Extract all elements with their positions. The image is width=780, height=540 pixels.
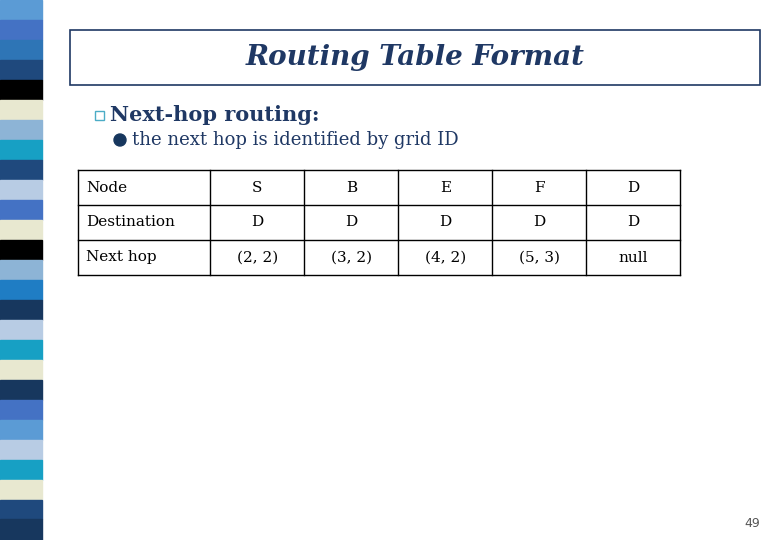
Text: D: D	[251, 215, 264, 230]
Bar	[0, 0, 42, 20]
Text: D: D	[627, 180, 639, 194]
Bar	[0, 160, 42, 180]
Bar	[0, 460, 42, 480]
Bar	[0, 480, 42, 500]
Bar	[0, 200, 42, 220]
Text: (4, 2): (4, 2)	[424, 251, 466, 265]
Bar	[0, 300, 42, 320]
Bar	[0, 519, 42, 540]
Text: D: D	[346, 215, 357, 230]
Bar	[0, 420, 42, 440]
Text: (5, 3): (5, 3)	[519, 251, 559, 265]
Text: (2, 2): (2, 2)	[237, 251, 278, 265]
Bar	[0, 500, 42, 519]
Bar	[0, 20, 42, 40]
Bar	[70, 30, 760, 85]
Text: Routing Table Format: Routing Table Format	[246, 44, 584, 71]
Bar	[0, 100, 42, 120]
Bar	[0, 240, 42, 260]
Bar	[0, 320, 42, 340]
Bar	[0, 360, 42, 380]
Text: F: F	[534, 180, 544, 194]
Text: null: null	[619, 251, 648, 265]
Bar	[0, 140, 42, 160]
Text: E: E	[440, 180, 451, 194]
Bar	[0, 60, 42, 80]
Text: the next hop is identified by grid ID: the next hop is identified by grid ID	[132, 131, 459, 149]
Text: Node: Node	[86, 180, 127, 194]
Text: B: B	[346, 180, 357, 194]
Text: D: D	[627, 215, 639, 230]
Bar	[0, 40, 42, 60]
Circle shape	[114, 134, 126, 146]
Bar	[0, 400, 42, 420]
Text: Destination: Destination	[86, 215, 175, 230]
Bar	[95, 111, 104, 119]
Bar	[0, 120, 42, 140]
Text: 49: 49	[744, 517, 760, 530]
Text: D: D	[439, 215, 452, 230]
Bar	[0, 440, 42, 460]
Bar	[0, 340, 42, 360]
Text: Next-hop routing:: Next-hop routing:	[110, 105, 320, 125]
Bar	[0, 180, 42, 200]
Text: D: D	[533, 215, 545, 230]
Text: (3, 2): (3, 2)	[331, 251, 372, 265]
Bar	[0, 380, 42, 400]
Text: S: S	[252, 180, 263, 194]
Bar	[0, 80, 42, 100]
Bar	[0, 280, 42, 300]
Text: Next hop: Next hop	[86, 251, 157, 265]
Bar	[0, 260, 42, 280]
Bar	[0, 220, 42, 240]
